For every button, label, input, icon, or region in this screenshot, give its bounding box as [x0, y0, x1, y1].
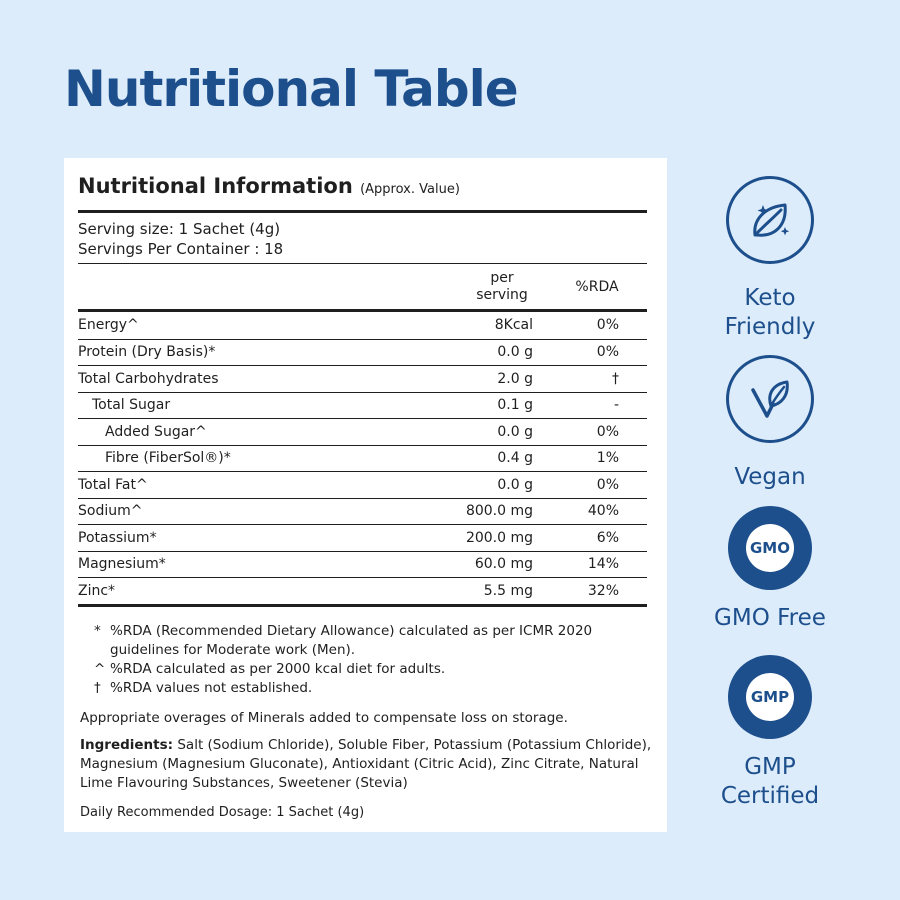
badge-label-line1: Vegan	[734, 464, 806, 490]
table-row: Added Sugar^ 0.0 g 0%	[78, 418, 647, 445]
page-title: Nutritional Table	[64, 60, 519, 118]
badge-label: GMP Certified	[700, 753, 840, 811]
badge-gmp-certified: GMP GMP Certified	[700, 655, 840, 811]
servings-per-container: Servings Per Container : 18	[78, 240, 284, 258]
badge-label: Vegan	[700, 463, 840, 492]
nutrition-card: Nutritional Information (Approx. Value) …	[64, 158, 667, 832]
ingredients-text: Salt (Sodium Chloride), Soluble Fiber, P…	[80, 737, 652, 791]
column-per-serving: per serving	[457, 270, 547, 304]
nutrient-per-serving: 800.0 mg	[465, 503, 533, 520]
nutrient-name: Magnesium*	[78, 556, 166, 573]
vegan-leaf-icon	[726, 355, 814, 443]
nutrient-name: Total Fat^	[78, 476, 148, 493]
badge-label-line1: GMP	[744, 754, 796, 780]
table-row: Magnesium* 60.0 mg 14%	[78, 550, 647, 578]
footnote: ^ %RDA calculated as per 2000 kcal diet f…	[94, 660, 654, 679]
nutrient-name: Added Sugar^	[105, 423, 207, 440]
badge-label-line1: GMO Free	[714, 605, 826, 631]
nutrient-rows: Energy^ 8Kcal 0% Protein (Dry Basis)* 0.0 g…	[78, 312, 647, 607]
table-row: Total Fat^ 0.0 g 0%	[78, 471, 647, 498]
badge-label-line2: Friendly	[724, 314, 816, 340]
table-row: Energy^ 8Kcal 0%	[78, 312, 647, 339]
nutrient-rda: 6%	[596, 529, 619, 546]
table-row: Potassium* 200.0 mg 6%	[78, 524, 647, 551]
nutrient-name: Fibre (FiberSol®)*	[105, 450, 231, 467]
column-header: per serving %RDA	[78, 264, 647, 309]
footnote-mark: ^	[94, 661, 106, 677]
dosage: Daily Recommended Dosage: 1 Sachet (4g)	[80, 805, 365, 820]
footnote-text: %RDA (Recommended Dietary Allowance) cal…	[110, 623, 593, 658]
table-row: Total Sugar 0.1 g -	[78, 391, 647, 419]
thin-divider	[78, 263, 647, 264]
badge-label-line1: Keto	[744, 285, 796, 311]
badge-label: Keto Friendly	[700, 284, 840, 342]
nutrient-rda: 40%	[587, 503, 619, 520]
panel-heading-text: Nutritional Information	[78, 174, 353, 198]
nutrient-per-serving: 0.0 g	[497, 344, 533, 361]
gmo-seal-icon: GMO	[728, 506, 812, 590]
nutrient-per-serving: 0.0 g	[497, 476, 533, 493]
nutrient-name: Sodium^	[78, 503, 143, 520]
table-row: Protein (Dry Basis)* 0.0 g 0%	[78, 338, 647, 366]
nutrient-rda: 0%	[596, 344, 619, 361]
nutrient-per-serving: 0.4 g	[497, 450, 533, 467]
footnote-text: %RDA calculated as per 2000 kcal diet fo…	[110, 661, 446, 677]
nutrient-per-serving: 0.1 g	[497, 397, 533, 414]
footnote-mark: †	[94, 680, 101, 696]
serving-info: Serving size: 1 Sachet (4g) Servings Per…	[78, 213, 647, 263]
panel-heading-note: (Approx. Value)	[360, 182, 460, 197]
thick-divider	[78, 309, 647, 312]
table-row: Zinc* 5.5 mg 32%	[78, 577, 647, 604]
panel-heading: Nutritional Information (Approx. Value)	[78, 172, 647, 210]
table-row: Sodium^ 800.0 mg 40%	[78, 497, 647, 525]
nutrient-name: Total Sugar	[92, 397, 171, 414]
footnote-mark: *	[94, 623, 101, 639]
footnote: † %RDA values not established.	[94, 679, 654, 698]
nutrient-name: Energy^	[78, 317, 139, 334]
thick-divider	[78, 210, 647, 213]
column-rda: %RDA	[575, 278, 619, 295]
column-per-serving-line2: serving	[476, 286, 528, 303]
overages-note: Appropriate overages of Minerals added t…	[80, 710, 568, 726]
table-row: Total Carbohydrates 2.0 g †	[78, 365, 647, 392]
nutrient-rda: 0%	[596, 476, 619, 493]
nutrient-per-serving: 0.0 g	[497, 423, 533, 440]
table-row: Fibre (FiberSol®)* 0.4 g 1%	[78, 444, 647, 472]
seal-text: GMP	[746, 673, 794, 721]
badge-gmo-free: GMO GMO Free	[700, 506, 840, 633]
nutrient-name: Potassium*	[78, 529, 157, 546]
badge-keto-friendly: Keto Friendly	[700, 176, 840, 342]
nutrient-per-serving: 200.0 mg	[465, 529, 533, 546]
nutrient-per-serving: 5.5 mg	[483, 582, 533, 599]
footnote-text: %RDA values not established.	[110, 680, 313, 696]
nutrient-rda: -	[613, 397, 619, 414]
nutrient-per-serving: 60.0 mg	[474, 556, 533, 573]
seal-text: GMO	[746, 524, 794, 572]
footnote: * %RDA (Recommended Dietary Allowance) ca…	[94, 622, 654, 660]
nutrient-per-serving: 8Kcal	[494, 317, 533, 334]
badge-label-line2: Certified	[720, 783, 820, 809]
ingredients-label: Ingredients:	[80, 737, 174, 753]
nutrient-per-serving: 2.0 g	[497, 370, 533, 387]
badge-vegan: Vegan	[700, 355, 840, 492]
nutrient-rda: 0%	[596, 317, 619, 334]
ingredients: Ingredients: Salt (Sodium Chloride), Sol…	[80, 736, 655, 793]
nutrient-rda: 32%	[587, 582, 619, 599]
nutrient-name: Protein (Dry Basis)*	[78, 344, 216, 361]
nutrient-name: Zinc*	[78, 582, 116, 599]
badge-label: GMO Free	[700, 604, 840, 633]
footnotes: * %RDA (Recommended Dietary Allowance) ca…	[94, 622, 654, 698]
nutrient-name: Total Carbohydrates	[78, 370, 219, 387]
nutrition-facts-panel: Nutritional Information (Approx. Value) …	[78, 172, 647, 607]
leaf-sparkle-icon	[726, 176, 814, 264]
nutrient-rda: 1%	[596, 450, 619, 467]
nutrient-rda: 0%	[596, 423, 619, 440]
column-per-serving-line1: per	[490, 269, 514, 286]
nutrient-rda: †	[612, 370, 619, 387]
serving-size: Serving size: 1 Sachet (4g)	[78, 220, 281, 238]
gmp-seal-icon: GMP	[728, 655, 812, 739]
nutrient-rda: 14%	[587, 556, 619, 573]
